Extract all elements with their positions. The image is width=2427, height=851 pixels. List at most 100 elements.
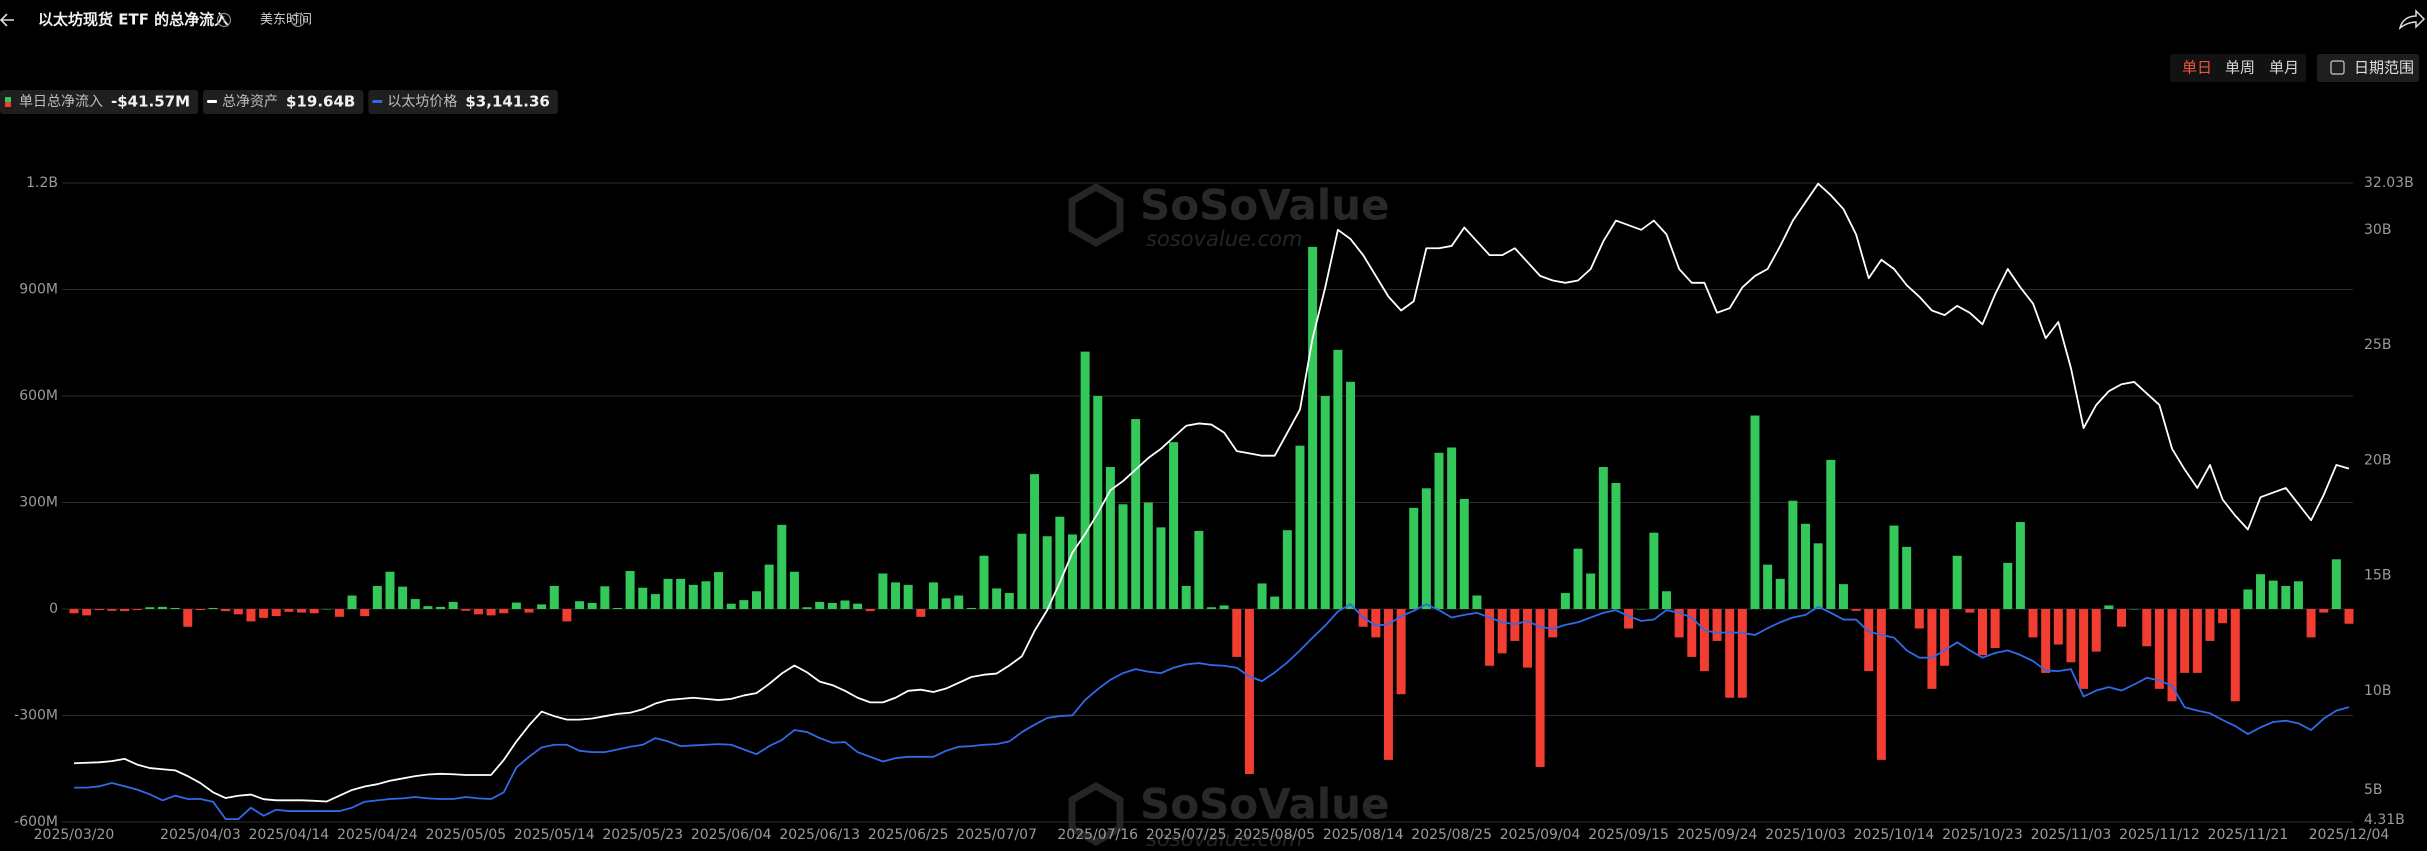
legend-label: 单日总净流入 bbox=[19, 94, 103, 110]
bar bbox=[1257, 583, 1267, 609]
bar bbox=[1169, 442, 1179, 609]
period-button[interactable]: 单月 bbox=[2269, 59, 2299, 77]
x-tick-label: 2025/07/16 bbox=[1057, 827, 1138, 843]
legend-swatch bbox=[372, 100, 383, 103]
legend-label: 总净资产 bbox=[222, 94, 278, 110]
bar bbox=[1548, 609, 1558, 638]
bar bbox=[1181, 585, 1191, 609]
bar bbox=[145, 607, 155, 609]
bar bbox=[436, 606, 446, 609]
y-tick-label: 600M bbox=[19, 388, 58, 404]
bar bbox=[1940, 609, 1950, 666]
x-tick-label: 2025/11/03 bbox=[2031, 827, 2112, 843]
info-icon[interactable] bbox=[216, 12, 232, 28]
bar bbox=[2053, 609, 2063, 645]
bar bbox=[2281, 585, 2291, 609]
bar bbox=[1662, 591, 1671, 609]
bar bbox=[726, 603, 736, 609]
bar bbox=[1586, 573, 1596, 609]
bar bbox=[1244, 609, 1254, 775]
bar bbox=[916, 609, 926, 617]
bar bbox=[701, 581, 711, 609]
share-icon[interactable] bbox=[2398, 9, 2426, 30]
page-title: 以太坊现货 ETF 的总净流入 bbox=[38, 11, 229, 29]
watermark-brand: SoSoValue bbox=[1140, 181, 1390, 230]
bar bbox=[1105, 467, 1115, 609]
bar bbox=[966, 607, 976, 609]
bar bbox=[638, 587, 648, 609]
bar bbox=[1649, 532, 1659, 609]
bar bbox=[1535, 609, 1545, 767]
bar bbox=[221, 609, 231, 612]
x-tick-label: 2025/04/14 bbox=[249, 827, 330, 843]
x-tick-label: 2025/04/24 bbox=[337, 827, 418, 843]
bar bbox=[1093, 396, 1103, 609]
y-tick-label: -300M bbox=[14, 708, 58, 724]
bar bbox=[1965, 609, 1975, 613]
legend-box bbox=[0, 90, 199, 114]
bar bbox=[94, 609, 104, 611]
line-y2 bbox=[73, 182, 2350, 803]
bar bbox=[625, 571, 635, 609]
bar bbox=[1788, 500, 1798, 609]
bar bbox=[1826, 459, 1836, 609]
bar bbox=[992, 588, 1002, 609]
info-icon[interactable] bbox=[290, 12, 306, 28]
bar bbox=[69, 609, 79, 614]
bar bbox=[1737, 609, 1747, 698]
bar bbox=[1232, 609, 1242, 657]
bar bbox=[2319, 609, 2329, 613]
x-tick-label: 2025/05/05 bbox=[425, 827, 506, 843]
bar bbox=[1067, 534, 1077, 609]
bar bbox=[246, 609, 256, 622]
bar bbox=[195, 609, 205, 611]
bar bbox=[1434, 452, 1444, 609]
x-tick-label: 2025/06/04 bbox=[691, 827, 772, 843]
bar bbox=[1080, 351, 1090, 609]
bar bbox=[511, 602, 521, 609]
period-button[interactable]: 单日 bbox=[2182, 59, 2212, 77]
watermark-brand: SoSoValue bbox=[1140, 780, 1390, 829]
bar bbox=[802, 607, 812, 609]
bar bbox=[1131, 419, 1141, 609]
y-tick-label: 900M bbox=[19, 282, 58, 298]
y2-tick-label: 32.03B bbox=[2364, 175, 2414, 191]
bar bbox=[1977, 609, 1987, 656]
bar bbox=[1017, 533, 1027, 609]
bar bbox=[1598, 467, 1608, 609]
watermark-site: sosovalue.com bbox=[1146, 227, 1302, 251]
bar bbox=[410, 599, 420, 609]
bar bbox=[398, 586, 408, 609]
back-icon[interactable] bbox=[0, 13, 14, 27]
bar bbox=[2003, 562, 2013, 609]
bar bbox=[549, 585, 559, 609]
bar bbox=[2205, 609, 2215, 641]
bar bbox=[1864, 609, 1874, 672]
bar bbox=[2091, 609, 2101, 652]
bar bbox=[1763, 564, 1773, 609]
bar bbox=[562, 609, 572, 622]
bar bbox=[1472, 595, 1482, 609]
bar bbox=[1851, 609, 1861, 611]
bar bbox=[1219, 605, 1229, 609]
bar bbox=[840, 600, 850, 609]
y-tick-label: 0 bbox=[49, 601, 58, 617]
bar bbox=[1560, 593, 1570, 609]
bar bbox=[1156, 527, 1166, 609]
bar bbox=[1270, 596, 1280, 609]
bar bbox=[360, 609, 370, 617]
bar bbox=[1346, 381, 1356, 609]
bar bbox=[2167, 609, 2177, 702]
bar bbox=[1990, 609, 2000, 649]
period-button[interactable]: 单周 bbox=[2225, 59, 2255, 77]
x-tick-label: 2025/09/04 bbox=[1500, 827, 1581, 843]
bar bbox=[2192, 609, 2202, 673]
bar bbox=[473, 609, 483, 615]
bar bbox=[1712, 609, 1722, 641]
bar bbox=[865, 609, 875, 612]
legend-item: 单日总净流入 -$41.57M bbox=[0, 90, 199, 114]
bar bbox=[714, 572, 724, 609]
bar bbox=[2041, 609, 2051, 673]
bar bbox=[650, 594, 660, 609]
